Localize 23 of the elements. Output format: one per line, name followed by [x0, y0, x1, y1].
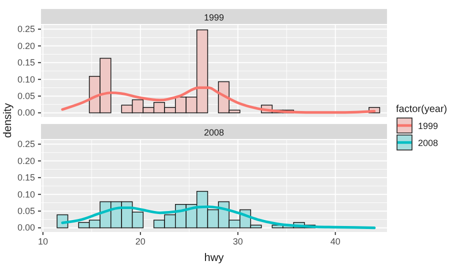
x-tick-label: 10: [38, 236, 48, 246]
y-tick-label: 0.05: [17, 206, 35, 216]
y-tick-label: 0.25: [17, 139, 35, 150]
y-tick-label: 0.20: [17, 40, 35, 51]
y-tick-label: 0.25: [17, 24, 35, 34]
x-axis-title: hwy: [204, 252, 224, 264]
y-axis-title: density: [2, 102, 14, 138]
y-tick-label: 0.15: [17, 58, 35, 68]
legend-label: 2008: [418, 138, 438, 148]
y-tick-label: 0.10: [17, 74, 35, 84]
y-tick-label: 0.00: [17, 222, 35, 233]
y-tick-label: 0.10: [17, 189, 35, 200]
chart-title: 1999: [204, 12, 224, 22]
y-tick-label: 0.00: [17, 108, 35, 118]
x-tick-label: 40: [330, 236, 340, 246]
legend-label: 1999: [418, 121, 438, 131]
x-tick-label: 20: [135, 236, 146, 246]
y-tick-label: 0.20: [17, 156, 35, 166]
y-tick-label: 0.15: [17, 172, 35, 183]
y-tick-label: 0.05: [17, 90, 35, 101]
x-tick-label: 30: [232, 236, 243, 246]
legend-title: factor(year): [396, 104, 448, 115]
chart-title: 2008: [204, 128, 224, 138]
